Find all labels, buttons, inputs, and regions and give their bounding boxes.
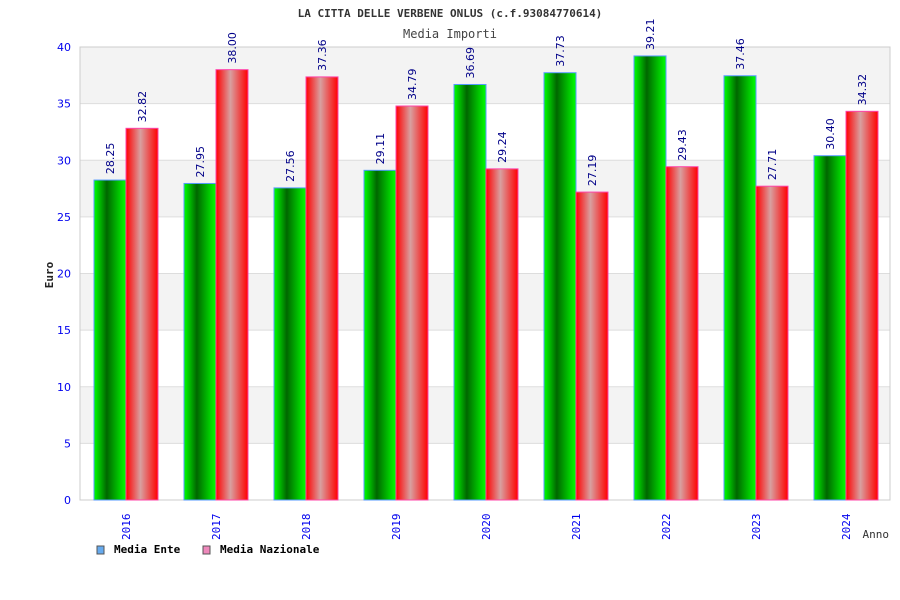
y-tick-label: 35 [57,98,71,111]
legend-swatch [96,545,105,555]
y-tick-label: 20 [57,268,71,281]
x-axis-label: Anno [863,528,890,541]
legend-label: Media Ente [114,543,181,556]
x-tick-label: 2018 [300,514,313,541]
bar-media-nazionale-2021 [575,191,609,501]
bar-media-nazionale-2017 [215,69,249,501]
y-tick-label: 5 [64,437,71,450]
data-label: 34.79 [406,69,419,101]
data-label: 27.95 [194,146,207,178]
bar-media-ente-2024 [813,155,847,501]
y-tick-label: 25 [57,211,71,224]
bar-media-nazionale-2018 [305,76,339,501]
bar-media-ente-2019 [363,169,397,501]
x-tick-label: 2020 [480,514,493,541]
bar-media-ente-2021 [543,72,577,501]
x-tick-label: 2023 [750,514,763,541]
bar-media-nazionale-2019 [395,105,429,501]
data-label: 39.21 [644,18,657,50]
data-label: 34.32 [856,74,869,106]
bar-media-ente-2020 [453,83,487,501]
bar-media-ente-2017 [183,182,217,501]
chart-subtitle: Media Importi [403,27,497,41]
data-label: 37.36 [316,39,329,71]
bar-media-ente-2018 [273,187,307,501]
y-axis-label: Euro [43,261,56,288]
data-label: 37.46 [734,38,747,70]
bar-media-nazionale-2022 [665,166,699,501]
legend-label: Media Nazionale [220,543,320,556]
data-label: 37.73 [554,35,567,67]
y-tick-label: 30 [57,154,71,167]
bar-media-nazionale-2020 [485,168,519,501]
data-label: 32.82 [136,91,149,123]
x-tick-label: 2019 [390,514,403,541]
bar-media-nazionale-2016 [125,127,159,501]
y-tick-label: 0 [64,494,71,507]
data-label: 29.24 [496,131,509,163]
data-label: 27.71 [766,149,779,181]
data-label: 27.19 [586,155,599,187]
x-tick-label: 2017 [210,514,223,541]
bar-media-ente-2016 [93,179,127,501]
x-tick-label: 2024 [840,513,853,540]
y-tick-label: 15 [57,324,71,337]
data-label: 29.11 [374,133,387,165]
chart-title: LA CITTA DELLE VERBENE ONLUS (c.f.930847… [298,7,603,20]
bar-media-ente-2022 [633,55,667,501]
data-label: 36.69 [464,47,477,79]
data-label: 27.56 [284,150,297,182]
data-label: 28.25 [104,143,117,175]
data-label: 30.40 [824,118,837,150]
y-tick-label: 40 [57,41,71,54]
x-tick-label: 2016 [120,514,133,541]
legend-swatch [202,545,211,555]
x-tick-label: 2022 [660,514,673,541]
bar-media-ente-2023 [723,75,757,501]
data-label: 38.00 [226,32,239,64]
x-tick-label: 2021 [570,514,583,541]
bar-media-nazionale-2023 [755,185,789,501]
bar-media-nazionale-2024 [845,110,879,501]
y-tick-label: 10 [57,381,71,394]
data-label: 29.43 [676,129,689,161]
